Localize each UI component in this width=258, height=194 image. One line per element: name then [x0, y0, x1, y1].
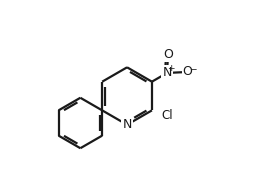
Text: N: N	[122, 118, 132, 131]
Text: Cl: Cl	[161, 109, 173, 122]
Text: O: O	[182, 65, 192, 79]
Text: O: O	[163, 48, 173, 61]
Text: N: N	[162, 66, 172, 80]
Text: +: +	[167, 64, 175, 73]
Text: −: −	[189, 64, 196, 73]
